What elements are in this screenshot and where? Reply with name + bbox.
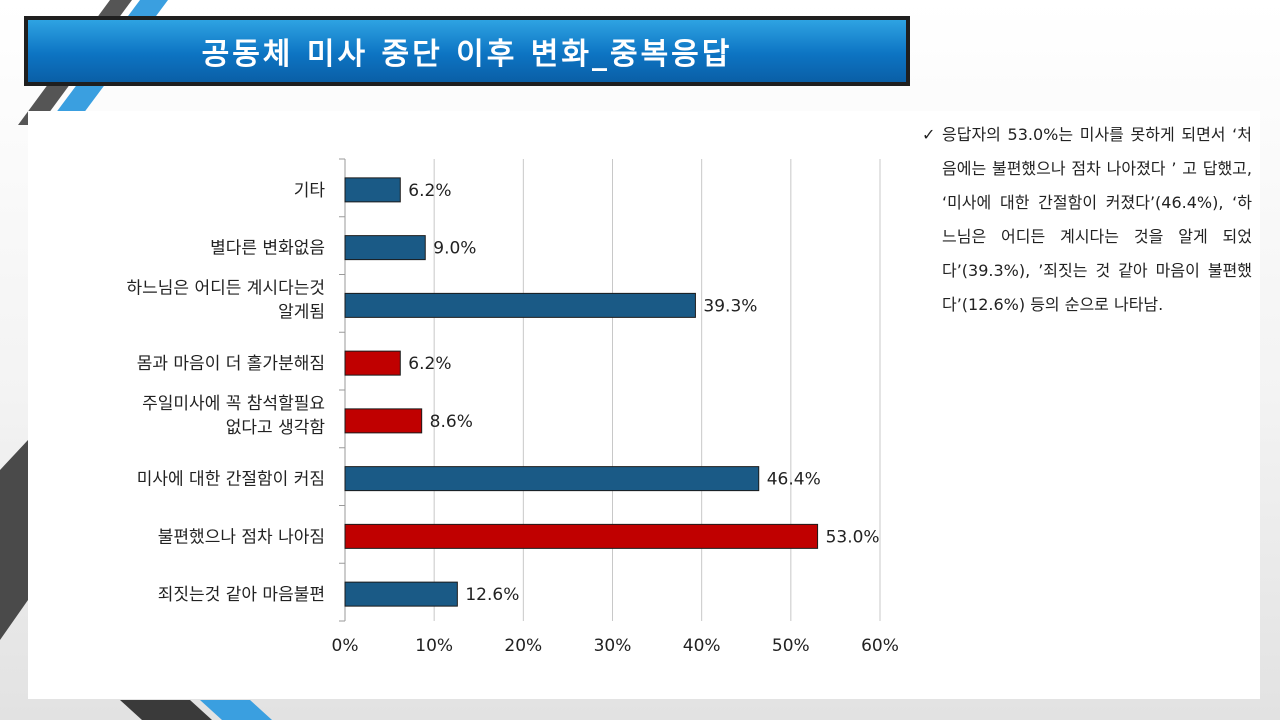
category-label: 기타	[294, 181, 326, 201]
deco-stripe-bottom-dark	[120, 700, 212, 720]
category-label: 주일미사에 꼭 참석할필요	[142, 394, 325, 414]
bar	[344, 350, 401, 376]
deco-stripe-bottom-blue	[200, 700, 272, 720]
category-label: 별다른 변화없음	[210, 239, 325, 259]
summary-note: ✓ 응답자의 53.0%는 미사를 못하게 되면서 ‘처음에는 불편했으나 점차…	[922, 118, 1252, 322]
category-label: 없다고 생각함	[226, 418, 326, 438]
check-icon: ✓	[922, 125, 936, 144]
title-banner: 공동체 미사 중단 이후 변화_중복응답	[24, 16, 910, 86]
page-title: 공동체 미사 중단 이후 변화_중복응답	[201, 37, 733, 72]
data-label: 6.2%	[408, 354, 451, 374]
data-label: 53.0%	[826, 527, 880, 547]
bar	[344, 408, 423, 434]
bar-chart: 0% 10% 20% 30% 40% 50% 60% 6.2% 기타 9.0% 별다른 변화없음 39…	[127, 158, 899, 656]
x-tick-label: 60%	[861, 636, 899, 656]
x-tick-label: 20%	[504, 636, 542, 656]
bar	[344, 292, 696, 318]
category-label: 알게됨	[278, 302, 325, 322]
x-tick-label: 30%	[594, 636, 632, 656]
data-label: 9.0%	[433, 239, 476, 259]
bar	[344, 581, 458, 607]
bar	[344, 466, 760, 492]
category-label: 미사에 대한 간절함이 커짐	[137, 470, 325, 490]
category-label: 몸과 마음이 더 홀가분해짐	[137, 354, 325, 374]
x-tick-label: 10%	[415, 636, 453, 656]
x-tick-label: 0%	[332, 636, 359, 656]
deco-stripe-dark-left	[0, 440, 28, 640]
data-label: 12.6%	[465, 585, 519, 605]
category-label: 불편했으나 점차 나아짐	[158, 527, 325, 547]
x-tick-label: 50%	[772, 636, 810, 656]
bar	[344, 177, 401, 203]
summary-text: 응답자의 53.0%는 미사를 못하게 되면서 ‘처음에는 불편했으나 점차 나…	[942, 125, 1252, 314]
bar	[344, 235, 426, 261]
category-label: 하느님은 어디든 계시다는것	[127, 278, 326, 298]
data-label: 46.4%	[767, 470, 821, 490]
bar	[344, 523, 819, 549]
chart-panel: 0% 10% 20% 30% 40% 50% 60% 6.2% 기타 9.0% 별다른 변화없음 39…	[28, 111, 1260, 699]
x-tick-label: 40%	[683, 636, 721, 656]
data-label: 8.6%	[430, 412, 473, 432]
category-label: 죄짓는것 같아 마음불편	[158, 585, 325, 605]
data-label: 39.3%	[703, 296, 757, 316]
data-label: 6.2%	[408, 181, 451, 201]
